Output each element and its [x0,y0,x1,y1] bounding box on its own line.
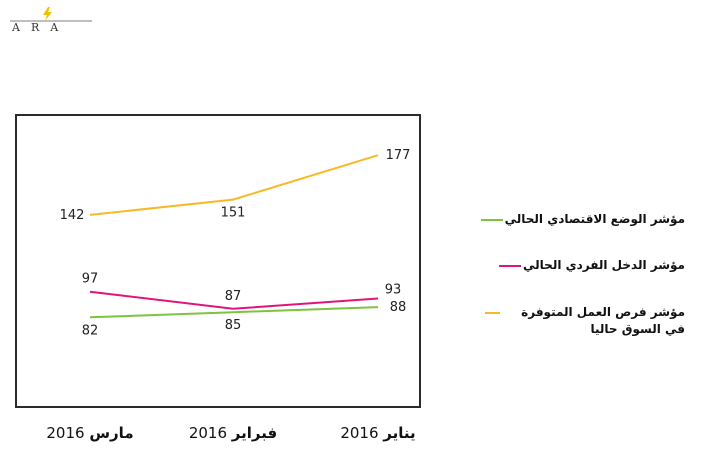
legend-item-jobs: مؤشر فرص العمل المتوفرة في السوق حاليا [485,304,685,338]
x-tick-mar-2016: 2016 مارس [46,424,134,442]
legend-swatch-jobs [485,312,501,314]
data-label-economic-2: 88 [390,300,407,315]
plot-area-frame [15,114,421,408]
series-line-economic [89,306,379,319]
data-label-jobs-1: 151 [221,206,246,221]
data-label-jobs-2: 177 [386,148,411,163]
legend-label-economic: مؤشر الوضع الاقتصادي الحالي [504,212,685,226]
ara-logo: ARA [6,4,96,34]
lightning-bolt-icon [43,7,52,21]
data-label-income-2: 93 [385,283,402,298]
data-label-income-0: 97 [82,272,99,287]
data-label-economic-1: 85 [225,318,242,333]
logo-text: ARA [12,21,70,34]
data-label-income-1: 87 [225,289,242,304]
legend-swatch-income [499,265,522,267]
legend-item-economic: مؤشر الوضع الاقتصادي الحالي [480,211,685,228]
series-line-jobs [89,154,379,216]
logo-mark [10,7,92,22]
data-label-economic-0: 82 [82,323,99,338]
legend-label-jobs: مؤشر فرص العمل المتوفرة في السوق حاليا [521,305,685,336]
legend-item-income: مؤشر الدخل الفردي الحالي [499,257,685,274]
x-tick-jan-2016: 2016 يناير [340,424,416,442]
legend-swatch-economic [480,219,503,221]
legend-label-income: مؤشر الدخل الفردي الحالي [523,258,685,272]
x-tick-feb-2016: 2016 فبراير [188,424,278,442]
series-line-income [89,290,379,310]
data-label-jobs-0: 142 [60,208,85,223]
